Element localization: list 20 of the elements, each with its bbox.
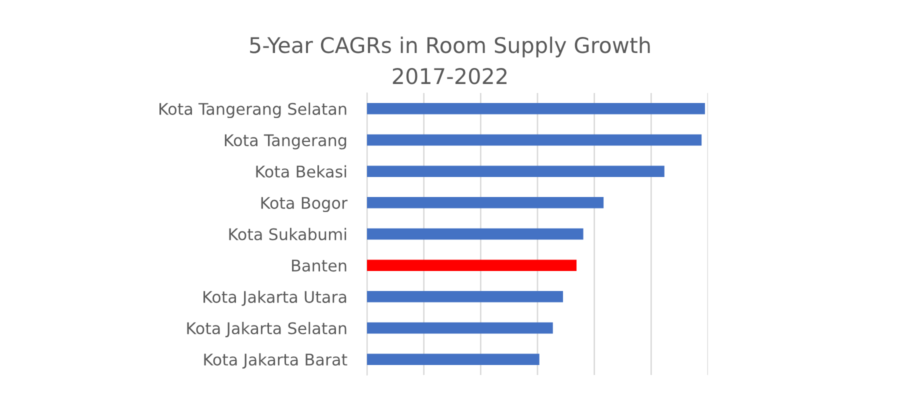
bar bbox=[367, 228, 584, 240]
bar bbox=[367, 134, 702, 146]
bar bbox=[367, 103, 705, 114]
y-tick-label: Kota Jakarta Utara bbox=[204, 290, 346, 306]
bar bbox=[367, 291, 564, 302]
bar bbox=[367, 197, 604, 208]
y-tick-label: Kota Jakarta Barat bbox=[204, 353, 348, 369]
y-tick-label: Kota Sukabumi bbox=[229, 228, 346, 240]
bar bbox=[367, 166, 664, 177]
y-tick-label: Kota Bogor bbox=[261, 197, 348, 212]
chart-subtitle: 2017-2022 bbox=[392, 68, 507, 84]
chart-title: 5-Year CAGRs in Room Supply Growth bbox=[250, 36, 650, 58]
bar bbox=[367, 260, 577, 271]
y-tick-label: Kota Bekasi bbox=[256, 165, 346, 178]
y-tick-label: Banten bbox=[292, 260, 346, 272]
y-tick-label: Kota Tangerang bbox=[224, 134, 346, 150]
bar bbox=[367, 354, 540, 365]
y-tick-label: Kota Jakarta Selatan bbox=[187, 322, 346, 338]
bar bbox=[367, 322, 553, 334]
y-tick-label: Kota Tangerang Selatan bbox=[159, 102, 346, 118]
